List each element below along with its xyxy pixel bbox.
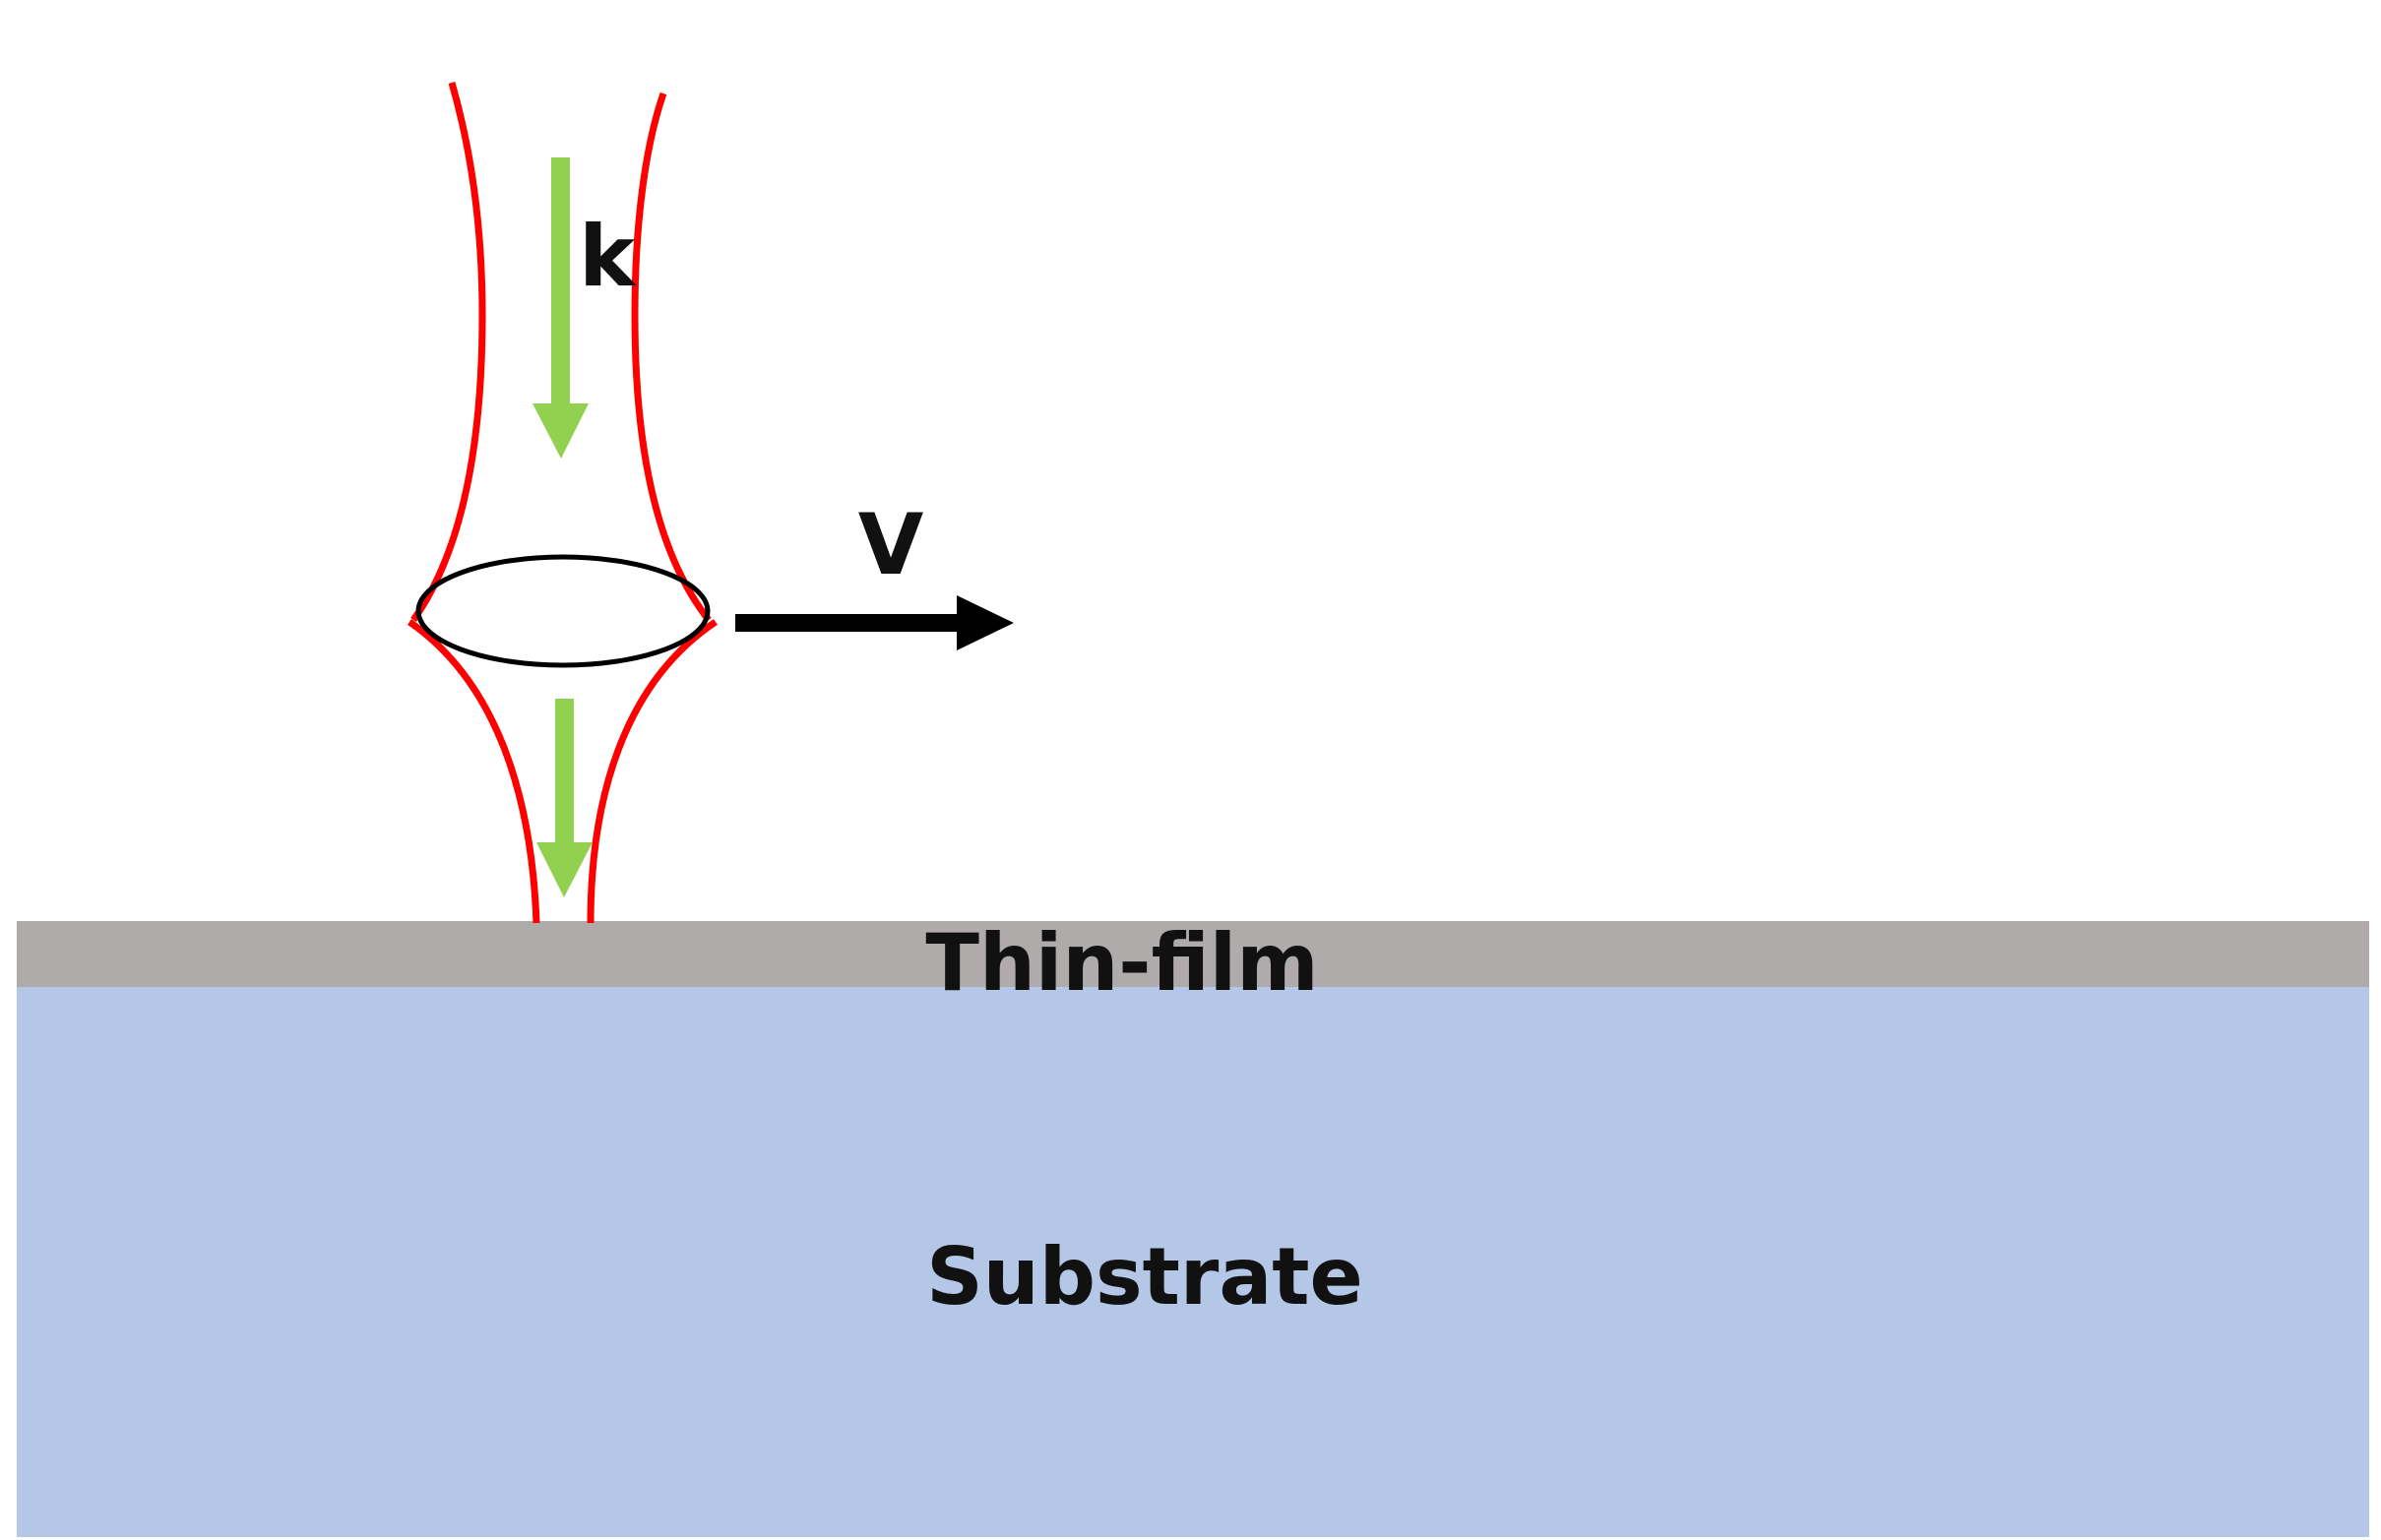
beam-right-upper-edge: [631, 92, 712, 623]
velocity-label: V: [858, 496, 924, 594]
substrate-label: Substrate: [926, 1231, 1363, 1323]
focal-ring: [415, 554, 711, 668]
beam-right-lower-edge: [587, 619, 718, 924]
velocity-arrow: [735, 595, 1014, 650]
wave-vector-label: k: [579, 208, 637, 306]
thin-film-label: Thin-film: [925, 917, 1318, 1009]
substrate-layer: [17, 986, 2369, 1537]
thin-film-layer: [17, 921, 2369, 987]
laser-beam: [407, 82, 718, 924]
k-arrow-lower: [536, 699, 593, 897]
k-arrow-upper: [533, 157, 589, 459]
beam-left-lower-edge: [407, 619, 540, 924]
beam-left-upper-edge: [410, 82, 486, 623]
